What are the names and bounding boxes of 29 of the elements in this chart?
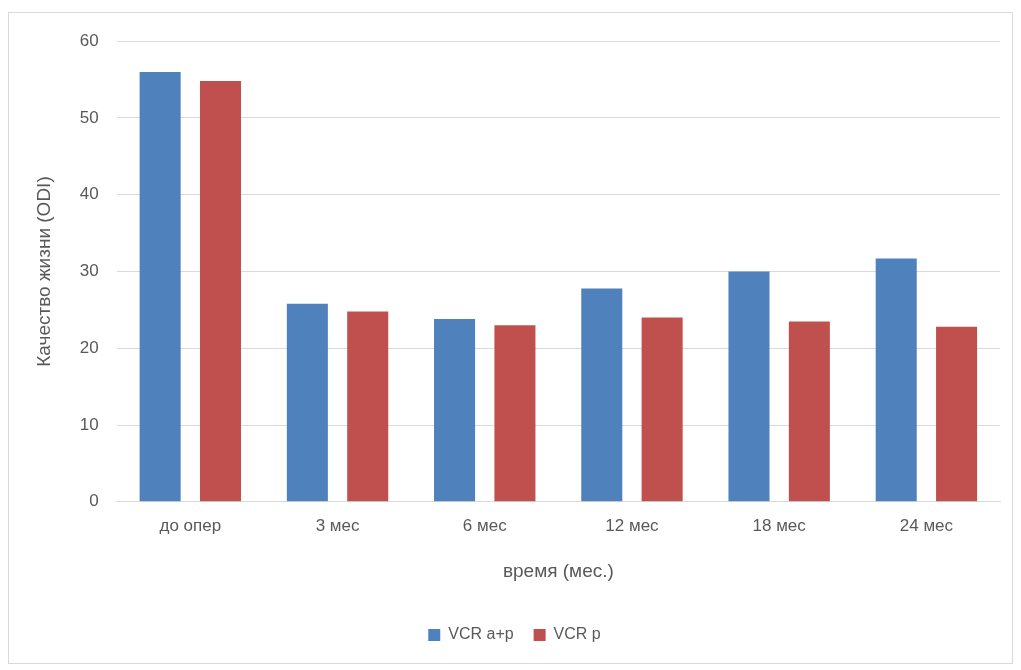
bar (936, 326, 978, 502)
bar (434, 319, 476, 502)
bar (875, 258, 917, 502)
y-tick-label: 40 (79, 184, 99, 204)
y-tick-label: 60 (79, 30, 99, 50)
bar (139, 71, 181, 502)
bar (347, 311, 389, 502)
y-tick-label: 20 (79, 337, 99, 357)
x-tick-label: до опер (159, 515, 222, 535)
x-tick-label: 24 мес (899, 515, 954, 535)
y-tick-label: 10 (79, 414, 99, 434)
x-axis-title: время (мес.) (502, 559, 614, 581)
x-tick-label: 3 мес (315, 515, 360, 535)
y-tick-label: 0 (89, 491, 99, 511)
bar (286, 303, 328, 502)
x-tick-label: 12 мес (605, 515, 660, 535)
bar (728, 271, 770, 502)
x-tick-label: 6 мес (462, 515, 508, 535)
bar (581, 288, 623, 502)
bar (199, 81, 242, 502)
y-tick-label: 50 (79, 107, 99, 127)
x-tick-label: 18 мес (752, 515, 807, 535)
legend-label: VCR p (553, 625, 601, 643)
bar (641, 317, 683, 502)
bar (788, 321, 830, 502)
legend-label: VCR a+p (448, 625, 514, 643)
bar (494, 325, 536, 502)
y-axis-title: Качество жизни (ODI) (32, 176, 54, 367)
y-tick-label: 30 (79, 261, 99, 281)
